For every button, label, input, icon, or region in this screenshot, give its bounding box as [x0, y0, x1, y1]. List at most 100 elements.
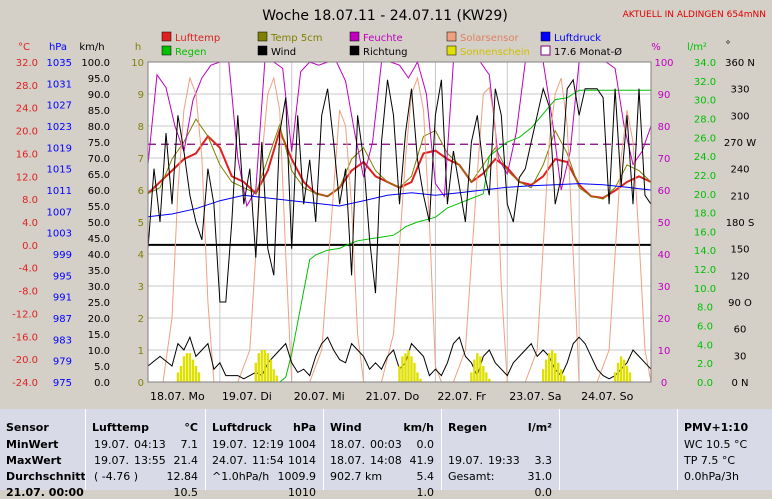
sunshine-bar	[553, 353, 557, 382]
sunshine-bar	[176, 372, 180, 382]
legend-label: Luftdruck	[554, 33, 601, 44]
tick-label-pct: 100	[654, 58, 673, 69]
weather-chart: Woche 18.07.11 - 24.07.11 (KW29) AKTUELL…	[12, 8, 766, 403]
chart-title: Woche 18.07.11 - 24.07.11 (KW29)	[262, 8, 508, 24]
tick-label-hpa: 1027	[47, 101, 72, 112]
tick-label-h: 8	[138, 122, 144, 133]
sunshine-bar	[613, 372, 617, 382]
col-sensor-header: Sensor	[6, 421, 49, 434]
series-regen	[148, 89, 651, 383]
plot-area	[147, 60, 652, 383]
series-luftdruck	[147, 183, 652, 218]
pmv-pressure-trend: 0.0hPa/3h	[684, 470, 740, 483]
legend-swatch	[161, 31, 172, 42]
series-richtung	[147, 78, 652, 303]
tick-label-c: 32.0	[16, 58, 38, 69]
luftdruck-max-value: 1014	[288, 454, 316, 467]
sunshine-bar	[179, 366, 183, 382]
sunshine-bar	[628, 372, 632, 382]
regen-total-value: 31.0	[527, 470, 553, 483]
tick-label-kmh: 20.0	[88, 314, 110, 325]
tick-label-c: 4.0	[22, 218, 38, 229]
sunshine-bar	[413, 362, 416, 382]
row-label-avg: Durchschnitt	[6, 470, 86, 483]
x-tick-label: 21.07. Do	[366, 390, 420, 403]
sunshine-bar	[562, 375, 566, 382]
tick-label-deg: 180 S	[726, 218, 755, 229]
col-empty	[560, 409, 676, 490]
sunshine-bar	[188, 353, 192, 382]
tick-label-lm2: 32.0	[694, 77, 716, 88]
luftdruck-max-time: 11:54	[252, 454, 284, 467]
sunshine-bar	[479, 356, 482, 382]
axis-unit-celsius: °C	[18, 42, 30, 53]
tick-label-deg: 120	[730, 271, 749, 282]
tick-label-kmh: 5.0	[94, 362, 110, 373]
luftdruck-min-value: 1004	[288, 438, 316, 451]
table-divider	[205, 409, 206, 490]
table-divider	[85, 409, 86, 490]
location-title: AKTUELL IN ALDINGEN 654mNN	[623, 10, 766, 20]
tick-label-c: 20.0	[16, 127, 38, 138]
sunshine-bar	[197, 372, 201, 382]
legend-label: Sonnenschein	[460, 47, 530, 58]
tick-label-kmh: 55.0	[88, 202, 110, 213]
tick-label-lm2: 18.0	[694, 209, 716, 220]
col-luftdruck-header: Luftdruck	[212, 421, 272, 434]
tick-label-c: -20.0	[12, 355, 38, 366]
tick-label-deg: 330	[730, 85, 749, 96]
tick-label-lm2: 16.0	[694, 227, 716, 238]
tick-label-deg: 300	[730, 111, 749, 122]
tick-label-c: 24.0	[16, 104, 38, 115]
tick-label-deg: 30	[734, 351, 747, 362]
tick-label-c: -24.0	[12, 378, 38, 389]
tick-label-deg: 90 O	[728, 298, 752, 309]
tick-label-hpa: 979	[53, 357, 72, 368]
legend-swatch	[161, 45, 172, 56]
legend-label: Feuchte	[363, 33, 403, 44]
tick-label-pct: 50	[658, 218, 671, 229]
tick-label-h: 5	[138, 218, 144, 229]
sunshine-bar	[485, 372, 488, 382]
tick-label-h: 0	[138, 378, 144, 389]
col-wind: Wind km/h 18.07. 00:03 0.0 18.07. 14:08 …	[324, 409, 440, 499]
lufttemp-current-value: 10.5	[173, 486, 199, 499]
sunshine-bar	[622, 359, 626, 382]
tick-label-deg: 210	[730, 191, 749, 202]
sunshine-bar	[272, 369, 275, 382]
regen-max-date: 19.07.	[448, 454, 483, 467]
tick-label-pct: 30	[658, 282, 671, 293]
wind-max-value: 41.9	[409, 454, 435, 467]
legend-swatch	[349, 31, 360, 42]
tick-label-h: 3	[138, 282, 144, 293]
wind-avg-value: 5.4	[416, 470, 435, 483]
series-feuchte	[147, 60, 652, 208]
col-lufttemp-unit: °C	[184, 421, 198, 434]
tick-label-h: 9	[138, 90, 144, 101]
tick-label-c: 8.0	[22, 195, 38, 206]
tick-label-deg: 0 N	[731, 378, 748, 389]
legend-label: Richtung	[363, 47, 408, 58]
sunshine-bar	[275, 375, 278, 382]
tick-label-pct: 60	[658, 186, 671, 197]
col-wind-unit: km/h	[403, 421, 434, 434]
tick-label-hpa: 1019	[47, 143, 72, 154]
sunshine-bar	[616, 362, 620, 382]
regen-current-value: 0.0	[534, 486, 553, 499]
tick-label-kmh: 35.0	[88, 266, 110, 277]
tick-label-kmh: 100.0	[81, 58, 110, 69]
tick-label-pct: 80	[658, 122, 671, 133]
tick-label-c: 12.0	[16, 172, 38, 183]
row-label-max: MaxWert	[6, 454, 62, 467]
luftdruck-current-value: 1010	[288, 486, 316, 499]
tick-label-kmh: 80.0	[88, 122, 110, 133]
tick-label-lm2: 22.0	[694, 171, 716, 182]
row-label-date: 21.07. 00:00	[6, 486, 84, 499]
tick-label-lm2: 26.0	[694, 133, 716, 144]
pmv-dewpoint: TP 7.5 °C	[684, 454, 736, 467]
col-lufttemp: Lufttemp °C 19.07. 04:13 7.1 19.07. 13:5…	[86, 409, 204, 499]
tick-label-hpa: 983	[53, 335, 72, 346]
tick-label-kmh: 95.0	[88, 74, 110, 85]
tick-label-h: 4	[138, 250, 144, 261]
tick-label-kmh: 0.0	[94, 378, 110, 389]
